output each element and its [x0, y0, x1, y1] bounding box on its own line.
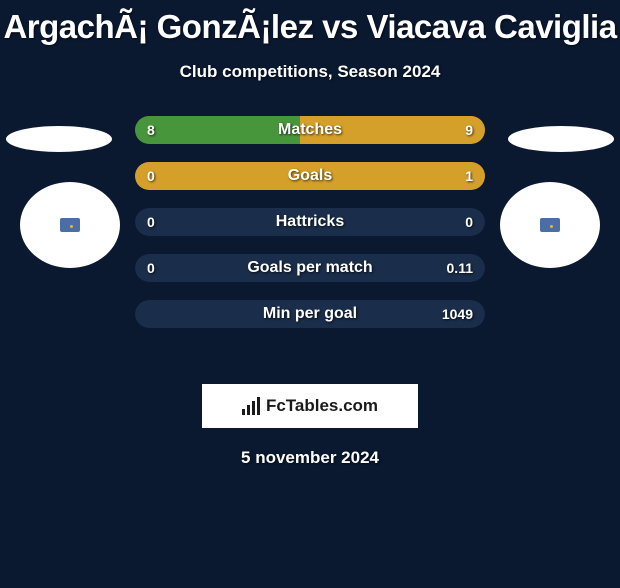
stat-row: 8 Matches 9	[135, 116, 485, 144]
page-subtitle: Club competitions, Season 2024	[0, 62, 620, 82]
stat-row: 0 Hattricks 0	[135, 208, 485, 236]
stat-right-value: 1049	[442, 306, 473, 322]
player-avatar-right	[500, 182, 600, 268]
stats-list: 8 Matches 9 0 Goals 1 0 Hattricks 0 0 Goals per ma…	[135, 116, 485, 346]
stat-label: Goals per match	[247, 259, 372, 277]
stat-right-value: 9	[465, 122, 473, 138]
stat-left-value: 0	[147, 260, 155, 276]
stat-row: 0 Goals 1	[135, 162, 485, 190]
stat-row: 0 Goals per match 0.11	[135, 254, 485, 282]
right-label-ellipse	[508, 126, 614, 152]
stat-left-value: 8	[147, 122, 155, 138]
stat-right-value: 0.11	[447, 260, 473, 276]
stat-row: Min per goal 1049	[135, 300, 485, 328]
page-title: ArgachÃ¡ GonzÃ¡lez vs Viacava Caviglia	[0, 8, 620, 46]
stat-label: Goals	[288, 167, 332, 185]
comparison-area: 8 Matches 9 0 Goals 1 0 Hattricks 0 0 Goals per ma…	[0, 116, 620, 366]
date-text: 5 november 2024	[0, 448, 620, 468]
barchart-icon	[242, 397, 260, 415]
stat-left-value: 0	[147, 214, 155, 230]
logo-text: FcTables.com	[266, 396, 378, 416]
avatar-placeholder-icon	[540, 218, 560, 232]
stat-right-value: 0	[465, 214, 473, 230]
left-label-ellipse	[6, 126, 112, 152]
stat-right-value: 1	[465, 168, 473, 184]
player-avatar-left	[20, 182, 120, 268]
stat-label: Matches	[278, 121, 342, 139]
stat-label: Hattricks	[276, 213, 344, 231]
site-logo: FcTables.com	[242, 396, 378, 416]
stat-left-value: 0	[147, 168, 155, 184]
logo-box: FcTables.com	[202, 384, 418, 428]
avatar-placeholder-icon	[60, 218, 80, 232]
stat-label: Min per goal	[263, 305, 357, 323]
